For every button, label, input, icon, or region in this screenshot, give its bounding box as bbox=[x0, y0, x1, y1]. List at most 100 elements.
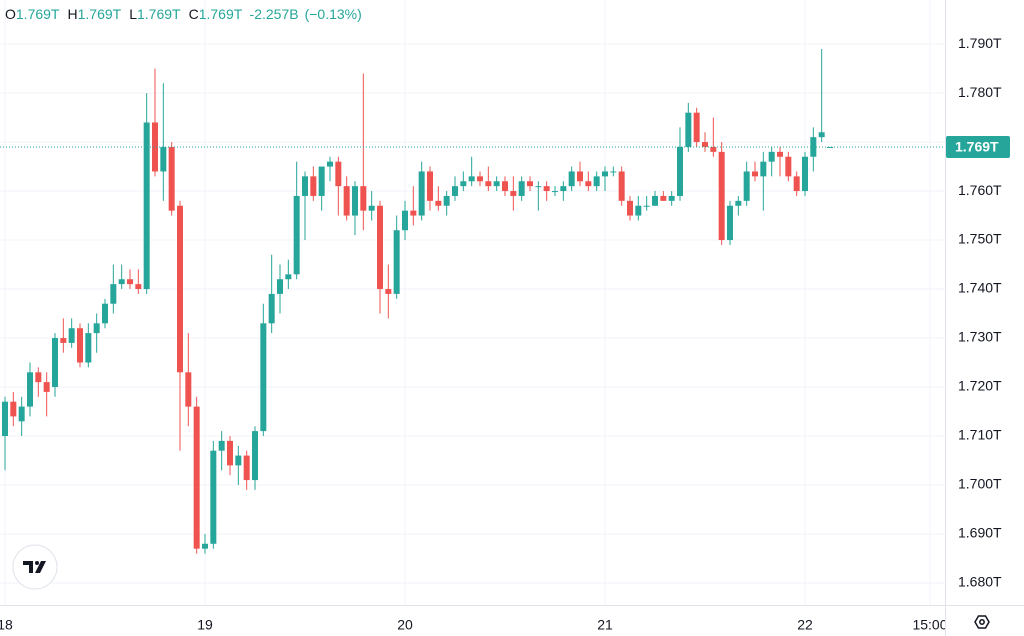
y-tick-label: 1.760T bbox=[958, 182, 1002, 198]
candle-body bbox=[402, 210, 408, 231]
candle-body bbox=[677, 146, 683, 196]
candle-body bbox=[535, 186, 542, 188]
candle-body bbox=[818, 132, 825, 138]
candle-body bbox=[618, 171, 625, 201]
candle-body bbox=[252, 431, 258, 481]
candle-body bbox=[460, 181, 467, 187]
candle-body bbox=[635, 205, 642, 216]
candle-body bbox=[285, 274, 292, 280]
x-tick-label: 18 bbox=[0, 617, 13, 633]
candle-body bbox=[160, 146, 167, 172]
legend-value: 1.769T bbox=[16, 6, 60, 22]
candle-body bbox=[243, 455, 250, 481]
candle-body bbox=[693, 112, 700, 143]
candle-body bbox=[10, 401, 17, 417]
candle-body bbox=[568, 171, 575, 187]
candle-body bbox=[685, 112, 692, 147]
candle-body bbox=[293, 195, 300, 275]
candle-body bbox=[185, 372, 192, 407]
candle-body bbox=[627, 200, 633, 216]
candle-body bbox=[177, 205, 183, 373]
candle-body bbox=[2, 401, 8, 436]
legend-change-percent: (−0.13%) bbox=[305, 6, 362, 22]
candle-body bbox=[193, 406, 200, 549]
candle-body bbox=[77, 328, 83, 363]
candle-body bbox=[468, 176, 475, 182]
x-tick-label: 22 bbox=[797, 617, 813, 633]
candle-body bbox=[18, 406, 25, 422]
y-tick-label: 1.780T bbox=[958, 84, 1002, 100]
candle-body bbox=[102, 303, 108, 324]
logo-circle bbox=[12, 544, 58, 590]
candle-body bbox=[577, 171, 583, 182]
candle-body bbox=[602, 171, 608, 177]
candle-body bbox=[202, 543, 208, 549]
ohlc-legend: O1.769T H1.769T L1.769T C1.769T -2.257B (−0.1… bbox=[5, 6, 362, 22]
candle-body bbox=[427, 171, 433, 201]
candle-body bbox=[493, 181, 500, 187]
candle-body bbox=[260, 323, 267, 432]
candle-body bbox=[593, 176, 600, 187]
candle-body bbox=[277, 279, 283, 294]
candle-body bbox=[585, 181, 592, 187]
candle-body bbox=[435, 200, 442, 206]
candle-body bbox=[385, 289, 392, 294]
x-tick-label: 15:00 bbox=[912, 617, 947, 633]
candle-body bbox=[352, 186, 358, 216]
candle-body bbox=[35, 372, 42, 383]
candle-body bbox=[143, 122, 150, 290]
candle-body bbox=[368, 205, 375, 211]
candle-body bbox=[168, 146, 175, 211]
candle-body bbox=[752, 171, 758, 177]
candle-body bbox=[652, 195, 658, 206]
last-price-badge bbox=[946, 135, 1010, 158]
tradingview-logo[interactable] bbox=[12, 544, 58, 590]
x-tick-label: 19 bbox=[197, 617, 213, 633]
candle-body bbox=[118, 279, 125, 285]
settings-button[interactable] bbox=[974, 615, 990, 629]
candle-body bbox=[410, 210, 417, 216]
candle-body bbox=[502, 181, 508, 192]
legend-value: 1.769T bbox=[78, 6, 122, 22]
legend-key: H bbox=[67, 6, 77, 22]
candle-body bbox=[760, 161, 767, 177]
candle-body bbox=[552, 191, 558, 193]
candle-body bbox=[743, 171, 750, 201]
candle-body bbox=[235, 455, 242, 466]
y-tick-label: 1.710T bbox=[958, 427, 1002, 443]
y-tick-label: 1.680T bbox=[958, 574, 1002, 590]
candle-body bbox=[377, 205, 383, 290]
logo-dot bbox=[35, 561, 39, 565]
candle-body bbox=[527, 181, 533, 187]
candle-body bbox=[327, 161, 333, 167]
candle-body bbox=[68, 328, 75, 343]
candle-body bbox=[777, 151, 783, 157]
candle-body bbox=[543, 186, 550, 192]
settings-hexagon bbox=[974, 615, 990, 629]
x-tick-labels: 18 19 20 21 22 15:00 bbox=[0, 617, 947, 633]
candle-body bbox=[727, 205, 733, 241]
last-price-label: 1.769T bbox=[955, 139, 999, 155]
candle-body bbox=[302, 176, 308, 196]
settings-center bbox=[979, 619, 985, 625]
candle-body bbox=[477, 176, 483, 182]
candle-body bbox=[335, 161, 342, 187]
candle-body bbox=[735, 200, 742, 206]
candle-body bbox=[418, 171, 425, 216]
candle-body bbox=[343, 186, 350, 216]
candle-body bbox=[485, 181, 492, 187]
y-tick-label: 1.690T bbox=[958, 525, 1002, 541]
candle-body bbox=[827, 146, 833, 148]
candle-body bbox=[227, 440, 233, 466]
candle-body bbox=[710, 146, 717, 152]
candle-body bbox=[218, 440, 225, 451]
candle-body bbox=[802, 156, 808, 192]
candle-body bbox=[768, 151, 775, 162]
candle-body bbox=[268, 293, 275, 324]
candle-body bbox=[152, 122, 158, 172]
legend-change: -2.257B bbox=[250, 6, 299, 22]
candle-body bbox=[318, 166, 325, 196]
candle-body bbox=[393, 230, 400, 294]
legend-value: 1.769T bbox=[199, 6, 243, 22]
